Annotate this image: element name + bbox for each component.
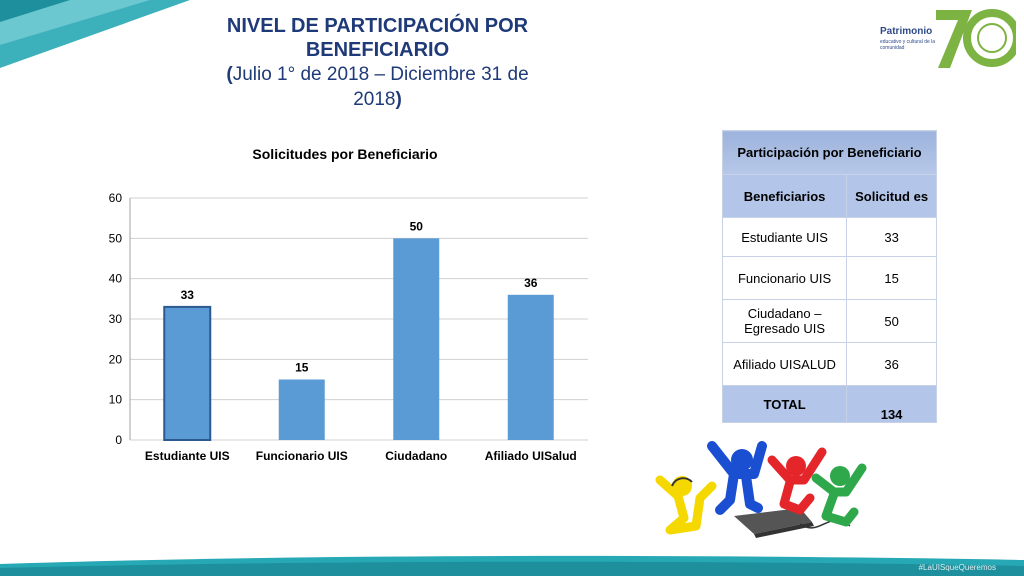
- y-tick-label: 30: [109, 312, 123, 326]
- date-range-line-2: 2018): [195, 87, 560, 112]
- row-value: 15: [846, 256, 937, 300]
- y-tick-label: 50: [109, 231, 123, 245]
- uis-70-logo: Patrimonio educativo y cultural de la co…: [876, 2, 1016, 74]
- data-label: 33: [181, 288, 195, 302]
- date-range-year: 2018: [353, 89, 396, 110]
- people-clipart: [655, 441, 867, 538]
- x-tick-label: Funcionario UIS: [256, 449, 348, 463]
- y-tick-label: 0: [115, 433, 122, 447]
- column-header-beneficiaries: Beneficiarios: [721, 174, 848, 218]
- total-value: 134: [846, 385, 937, 423]
- data-label: 36: [524, 276, 538, 290]
- chart-title: Solicitudes por Beneficiario: [252, 146, 438, 162]
- bar-chart: 0 10 20 30 40 50 60 33 Estudiante UIS 15 Funcionar…: [109, 191, 588, 463]
- row-value: 33: [846, 217, 937, 257]
- x-tick-label: Estudiante UIS: [145, 449, 230, 463]
- bar: [393, 238, 440, 440]
- row-value: 36: [846, 342, 937, 386]
- title-line-1: NIVEL DE PARTICIPACIÓN POR: [226, 15, 529, 37]
- row-value: 50: [846, 299, 937, 343]
- x-tick-label: Ciudadano: [385, 449, 447, 463]
- page-title: NIVEL DE PARTICIPACIÓN POR BENEFICIARIO …: [195, 14, 560, 112]
- paren-open: (: [226, 64, 233, 85]
- bar: [163, 305, 212, 442]
- row-name: Estudiante UIS: [721, 217, 848, 257]
- title-line-2: BENEFICIARIO: [305, 39, 450, 61]
- table-row: Estudiante UIS 33: [721, 217, 937, 257]
- table-row: Afiliado UISALUD 36: [721, 342, 937, 386]
- beneficiary-table: Participación por Beneficiario Beneficia…: [721, 130, 937, 423]
- logo-seventy-icon: [936, 9, 1016, 68]
- x-tick-label: Afiliado UISalud: [485, 449, 577, 463]
- bottom-band: [0, 555, 1024, 576]
- column-header-requests: Solicitud es: [846, 174, 937, 218]
- corner-decoration: [0, 0, 190, 68]
- y-tick-label: 40: [109, 272, 123, 286]
- y-tick-label: 60: [109, 191, 123, 205]
- total-label: TOTAL: [721, 385, 848, 423]
- row-name: Afiliado UISALUD: [721, 342, 848, 386]
- date-range: (Julio 1° de 2018 – Diciembre 31 de: [195, 62, 560, 87]
- bar: [507, 294, 554, 440]
- bar: [278, 379, 325, 440]
- y-tick-label: 20: [109, 352, 123, 366]
- paren-close: ): [395, 89, 402, 110]
- logo-subtext: educativo y cultural de la comunidad: [880, 39, 936, 51]
- date-range-text: Julio 1° de 2018 – Diciembre 31 de: [232, 64, 529, 85]
- table-total-row: TOTAL 134: [721, 385, 937, 423]
- table-row: Ciudadano – Egresado UIS 50: [721, 299, 937, 343]
- table-row: Funcionario UIS 15: [721, 256, 937, 300]
- footer-hashtag: #LaUISqueQueremos: [918, 563, 996, 572]
- row-name: Ciudadano – Egresado UIS: [721, 299, 848, 343]
- table-title: Participación por Beneficiario: [722, 130, 937, 175]
- data-label: 50: [410, 219, 424, 233]
- row-name: Funcionario UIS: [721, 256, 848, 300]
- data-label: 15: [295, 361, 309, 375]
- logo-text: Patrimonio: [880, 26, 933, 37]
- y-tick-label: 10: [109, 393, 123, 407]
